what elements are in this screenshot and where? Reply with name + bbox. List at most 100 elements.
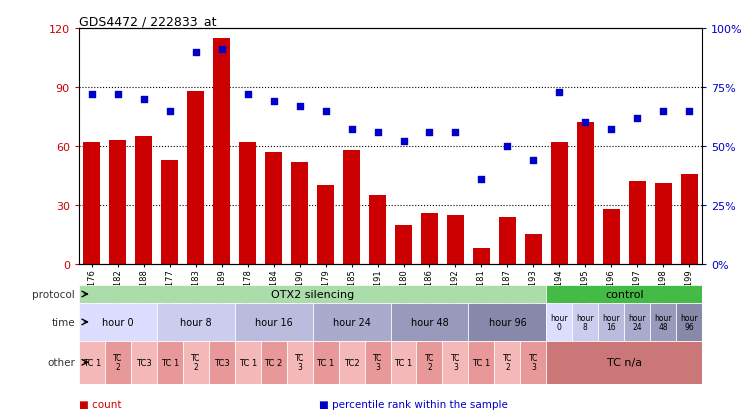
Bar (469, 304, 547, 341)
Text: TC
3: TC 3 (451, 354, 460, 371)
Bar (261, 341, 287, 384)
Bar (364, 341, 391, 384)
Point (112, 92, 124, 98)
Text: hour 0: hour 0 (102, 317, 134, 327)
Point (397, 139, 409, 145)
Bar (312, 304, 391, 341)
Bar (343, 150, 360, 264)
Bar (391, 341, 417, 384)
Text: ■ percentile rank within the sample: ■ percentile rank within the sample (319, 399, 508, 409)
Text: TC
3: TC 3 (372, 354, 382, 371)
Point (632, 115, 644, 122)
Bar (599, 304, 624, 341)
Bar (391, 304, 469, 341)
Bar (547, 341, 702, 384)
Text: other: other (47, 357, 75, 368)
Point (267, 99, 279, 105)
Bar (547, 285, 702, 304)
Bar (551, 143, 568, 264)
Bar (157, 341, 182, 384)
Bar (83, 143, 101, 264)
Point (242, 92, 254, 98)
Bar (624, 304, 650, 341)
Bar (161, 160, 178, 264)
Text: GDS4472 / 222833_at: GDS4472 / 222833_at (79, 15, 216, 28)
Text: hour 8: hour 8 (180, 317, 212, 327)
Text: TC
2: TC 2 (502, 354, 512, 371)
Point (372, 129, 384, 136)
Bar (650, 304, 676, 341)
Text: hour
48: hour 48 (654, 313, 672, 332)
Bar (447, 215, 464, 264)
Bar (655, 184, 671, 264)
Bar (105, 341, 131, 384)
Point (475, 176, 487, 183)
Text: ■ count: ■ count (79, 399, 122, 409)
Point (294, 103, 306, 110)
Text: TC n/a: TC n/a (607, 357, 642, 368)
Text: TC 2: TC 2 (264, 358, 283, 367)
Text: TC
3: TC 3 (529, 354, 538, 371)
Bar (291, 162, 308, 264)
Text: TC
2: TC 2 (113, 354, 122, 371)
Bar (287, 341, 312, 384)
Text: hour 48: hour 48 (411, 317, 448, 327)
Text: TC3: TC3 (136, 358, 152, 367)
Text: TC 1: TC 1 (394, 358, 412, 367)
Bar (234, 304, 312, 341)
Bar (369, 196, 386, 264)
Text: TC 1: TC 1 (316, 358, 335, 367)
Bar (525, 235, 541, 264)
Bar (187, 92, 204, 264)
Bar (79, 304, 157, 341)
Bar (135, 137, 152, 264)
Text: TC3: TC3 (214, 358, 230, 367)
Bar (680, 174, 698, 264)
Text: TC
3: TC 3 (295, 354, 304, 371)
Bar (312, 341, 339, 384)
Point (683, 108, 695, 114)
Bar (469, 341, 494, 384)
Point (502, 143, 514, 150)
Bar (629, 182, 646, 264)
Text: protocol: protocol (32, 289, 75, 299)
Bar (79, 341, 105, 384)
Bar (234, 341, 261, 384)
Bar (676, 304, 702, 341)
Bar (79, 285, 547, 304)
Point (137, 96, 149, 103)
Bar (182, 341, 209, 384)
Text: TC 1: TC 1 (83, 358, 101, 367)
Point (553, 89, 566, 96)
Bar (240, 143, 256, 264)
Bar (442, 341, 469, 384)
Point (216, 47, 228, 53)
Bar (157, 304, 234, 341)
Point (657, 108, 669, 114)
Text: hour
24: hour 24 (629, 313, 646, 332)
Bar (577, 123, 594, 264)
Point (164, 108, 176, 114)
Bar (421, 213, 438, 264)
Bar (494, 341, 520, 384)
Text: hour 96: hour 96 (488, 317, 526, 327)
Text: hour 24: hour 24 (333, 317, 370, 327)
Text: TC
2: TC 2 (191, 354, 201, 371)
Bar (520, 341, 547, 384)
Bar (572, 304, 599, 341)
Point (527, 157, 539, 164)
Point (605, 127, 617, 133)
Bar (603, 209, 620, 264)
Bar (499, 217, 516, 264)
Point (190, 49, 202, 56)
Bar (110, 141, 126, 264)
Text: OTX2 silencing: OTX2 silencing (271, 289, 354, 299)
Bar (265, 152, 282, 264)
Bar (547, 304, 572, 341)
Bar (473, 249, 490, 264)
Bar (209, 341, 234, 384)
Point (320, 108, 332, 114)
Point (424, 129, 436, 136)
Text: TC
2: TC 2 (425, 354, 434, 371)
Text: TC 1: TC 1 (472, 358, 490, 367)
